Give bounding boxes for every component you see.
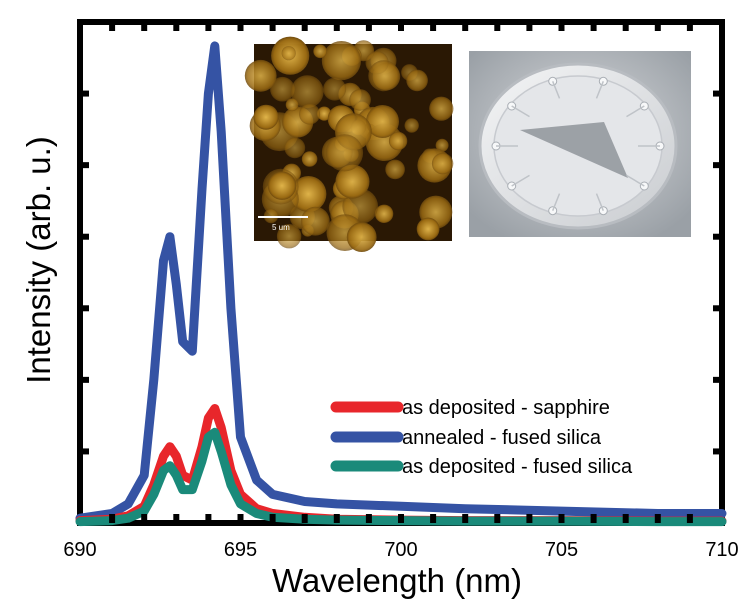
x-axis-label: Wavelength (nm) [272, 562, 522, 599]
afm-grain [284, 137, 306, 159]
afm-grain [406, 69, 428, 92]
y-axis-label: Intensity (arb. u.) [20, 136, 57, 384]
insets: 5 um [244, 36, 691, 253]
afm-grain [349, 89, 371, 111]
afm-grain [317, 106, 332, 121]
x-tick-label: 705 [545, 539, 578, 561]
afm-grain [321, 41, 361, 81]
inset-afm-micrograph: 5 um [244, 36, 454, 253]
legend-label: annealed - fused silica [402, 427, 602, 449]
wafer-clip-arm [595, 193, 604, 211]
afm-grain [435, 138, 449, 152]
legend-label: as deposited - sapphire [402, 397, 610, 419]
series-line-1 [75, 41, 727, 523]
legend: as deposited - sapphire annealed - fused … [330, 397, 633, 478]
wafer-clip-arm [626, 105, 645, 118]
afm-grain [404, 118, 419, 133]
afm-grain [431, 152, 454, 175]
afm-grain [388, 131, 408, 151]
wafer-clip-arm [552, 193, 561, 211]
legend-label: as deposited - fused silica [402, 456, 633, 478]
afm-grain [285, 98, 299, 112]
x-tick-label: 700 [384, 539, 417, 561]
afm-grain [290, 176, 327, 212]
afm-grain [385, 159, 405, 180]
wafer-clip-arm [511, 174, 530, 187]
afm-grain [253, 104, 279, 130]
afm-grain [267, 171, 297, 200]
afm-grain [313, 44, 327, 59]
axis-ticks [80, 22, 722, 523]
inset-wafer-photo [469, 51, 691, 237]
afm-grain [346, 222, 377, 253]
x-tick-label: 710 [705, 539, 738, 561]
wafer-clip-arm [595, 81, 604, 99]
afm-grain [323, 77, 347, 101]
afm-grain [244, 59, 277, 92]
afm-grain [416, 217, 440, 241]
wafer-clip-arm [626, 174, 645, 187]
afm-grain [325, 134, 364, 172]
wafer-sample-piece [520, 122, 628, 178]
afm-grain [429, 96, 454, 121]
afm-grain [366, 105, 399, 138]
x-tick-label: 695 [224, 539, 257, 561]
afm-grain [335, 164, 370, 199]
wafer-clips [491, 76, 665, 216]
afm-grain [281, 46, 296, 61]
wafer-clip-arm [552, 81, 561, 99]
afm-grain [270, 76, 295, 102]
afm-grain [300, 206, 330, 236]
afm-grain [301, 151, 318, 167]
wafer-clip-arm [511, 105, 530, 118]
x-tick-labels: 690 695 700 705 710 [63, 539, 738, 561]
x-tick-label: 690 [63, 539, 96, 561]
afm-grain [276, 224, 302, 249]
afm-grain [290, 75, 324, 109]
afm-grain [368, 60, 400, 92]
scale-bar-label: 5 um [272, 223, 290, 232]
afm-grain [374, 204, 394, 223]
afm-grain [299, 103, 321, 125]
